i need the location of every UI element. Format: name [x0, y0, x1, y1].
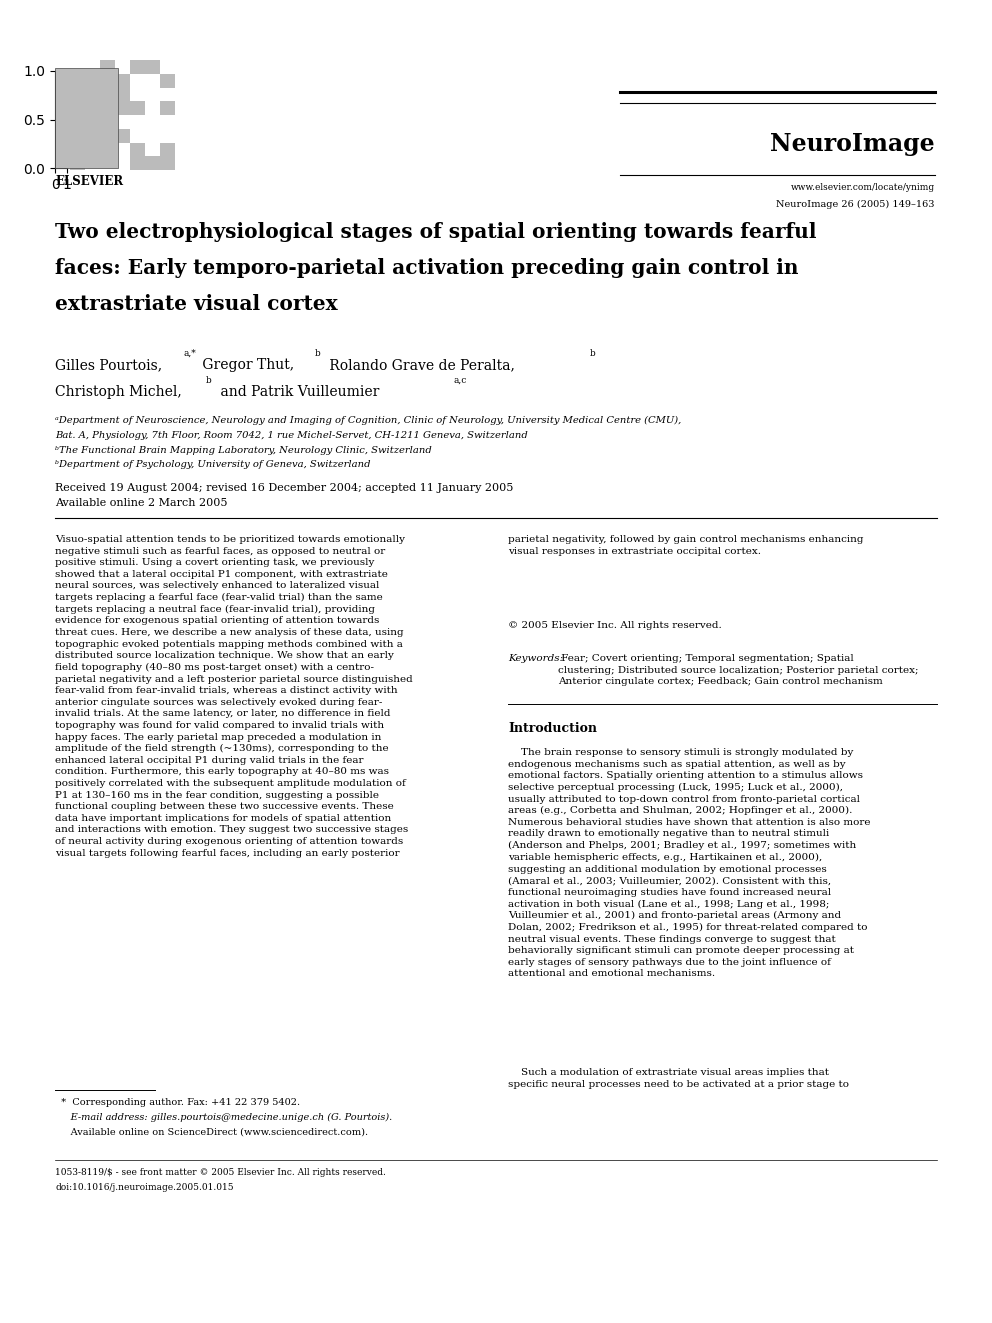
Text: a,c: a,c [453, 376, 466, 385]
Text: Rolando Grave de Peralta,: Rolando Grave de Peralta, [325, 359, 515, 372]
Bar [55, 74, 70, 87]
Text: Visuo-spatial attention tends to be prioritized towards emotionally
negative sti: Visuo-spatial attention tends to be prio… [55, 534, 413, 857]
Bar [55, 115, 70, 128]
Bar [115, 143, 130, 156]
Bar [100, 87, 115, 102]
Text: Received 19 August 2004; revised 16 December 2004; accepted 11 January 2005: Received 19 August 2004; revised 16 Dece… [55, 483, 514, 493]
Bar [85, 143, 100, 156]
Text: b: b [315, 349, 320, 357]
Bar [160, 156, 175, 169]
Bar [115, 115, 130, 128]
Text: parietal negativity, followed by gain control mechanisms enhancing
visual respon: parietal negativity, followed by gain co… [508, 534, 863, 556]
Bar [130, 156, 145, 169]
Text: a,*: a,* [183, 349, 195, 357]
Text: The brain response to sensory stimuli is strongly modulated by
endogenous mechan: The brain response to sensory stimuli is… [508, 747, 871, 979]
Text: ELSEVIER: ELSEVIER [55, 175, 123, 188]
Bar [130, 60, 145, 74]
Bar [70, 156, 85, 169]
Text: Bat. A, Physiology, 7th Floor, Room 7042, 1 rue Michel-Servet, CH-1211 Geneva, S: Bat. A, Physiology, 7th Floor, Room 7042… [55, 431, 528, 441]
Text: *  Corresponding author. Fax: +41 22 379 5402.: * Corresponding author. Fax: +41 22 379 … [55, 1098, 301, 1107]
Bar [130, 128, 145, 143]
Text: Christoph Michel,: Christoph Michel, [55, 385, 182, 400]
Text: Fear; Covert orienting; Temporal segmentation; Spatial
clustering; Distributed s: Fear; Covert orienting; Temporal segment… [558, 654, 919, 687]
Text: Available online 2 March 2005: Available online 2 March 2005 [55, 497, 227, 508]
Text: Available online on ScienceDirect (www.sciencedirect.com).: Available online on ScienceDirect (www.s… [55, 1129, 368, 1136]
Text: ᵇThe Functional Brain Mapping Laboratory, Neurology Clinic, Switzerland: ᵇThe Functional Brain Mapping Laboratory… [55, 446, 432, 455]
Bar [115, 128, 130, 143]
Bar [115, 87, 130, 102]
Text: doi:10.1016/j.neuroimage.2005.01.015: doi:10.1016/j.neuroimage.2005.01.015 [55, 1183, 234, 1192]
Bar [70, 87, 85, 102]
Text: faces: Early temporo-parietal activation preceding gain control in: faces: Early temporo-parietal activation… [55, 258, 799, 278]
Bar [70, 143, 85, 156]
Bar [100, 143, 115, 156]
Text: Gregor Thut,: Gregor Thut, [198, 359, 294, 372]
Text: NeuroImage: NeuroImage [771, 132, 935, 156]
Text: ᵇDepartment of Psychology, University of Geneva, Switzerland: ᵇDepartment of Psychology, University of… [55, 460, 370, 468]
Text: 1053-8119/$ - see front matter © 2005 Elsevier Inc. All rights reserved.: 1053-8119/$ - see front matter © 2005 El… [55, 1168, 386, 1177]
Bar [55, 156, 70, 169]
Text: ᵃDepartment of Neuroscience, Neurology and Imaging of Cognition, Clinic of Neuro: ᵃDepartment of Neuroscience, Neurology a… [55, 415, 682, 425]
Bar [145, 74, 160, 87]
Bar [145, 102, 160, 115]
Text: © 2005 Elsevier Inc. All rights reserved.: © 2005 Elsevier Inc. All rights reserved… [508, 620, 722, 630]
Bar [160, 87, 175, 102]
Text: Two electrophysiological stages of spatial orienting towards fearful: Two electrophysiological stages of spati… [55, 222, 816, 242]
Text: b: b [590, 349, 596, 357]
Bar [85, 102, 100, 115]
Bar [100, 74, 115, 87]
Text: b: b [206, 376, 211, 385]
Text: E-mail address: gilles.pourtois@medecine.unige.ch (G. Pourtois).: E-mail address: gilles.pourtois@medecine… [55, 1113, 392, 1122]
Text: Keywords:: Keywords: [508, 654, 563, 663]
Bar [70, 115, 85, 128]
Bar [130, 87, 145, 102]
Bar [85, 156, 100, 169]
Bar [85, 87, 100, 102]
Text: NeuroImage 26 (2005) 149–163: NeuroImage 26 (2005) 149–163 [777, 200, 935, 209]
Text: Such a modulation of extrastriate visual areas implies that
specific neural proc: Such a modulation of extrastriate visual… [508, 1068, 849, 1089]
Text: extrastriate visual cortex: extrastriate visual cortex [55, 294, 337, 314]
Bar [100, 156, 115, 169]
Text: and Patrik Vuilleumier: and Patrik Vuilleumier [216, 385, 379, 400]
Bar [70, 128, 85, 143]
Text: Introduction: Introduction [508, 722, 597, 736]
Text: Gilles Pourtois,: Gilles Pourtois, [55, 359, 162, 372]
Bar [85, 74, 100, 87]
Bar [100, 128, 115, 143]
Text: www.elsevier.com/locate/ynimg: www.elsevier.com/locate/ynimg [791, 183, 935, 192]
